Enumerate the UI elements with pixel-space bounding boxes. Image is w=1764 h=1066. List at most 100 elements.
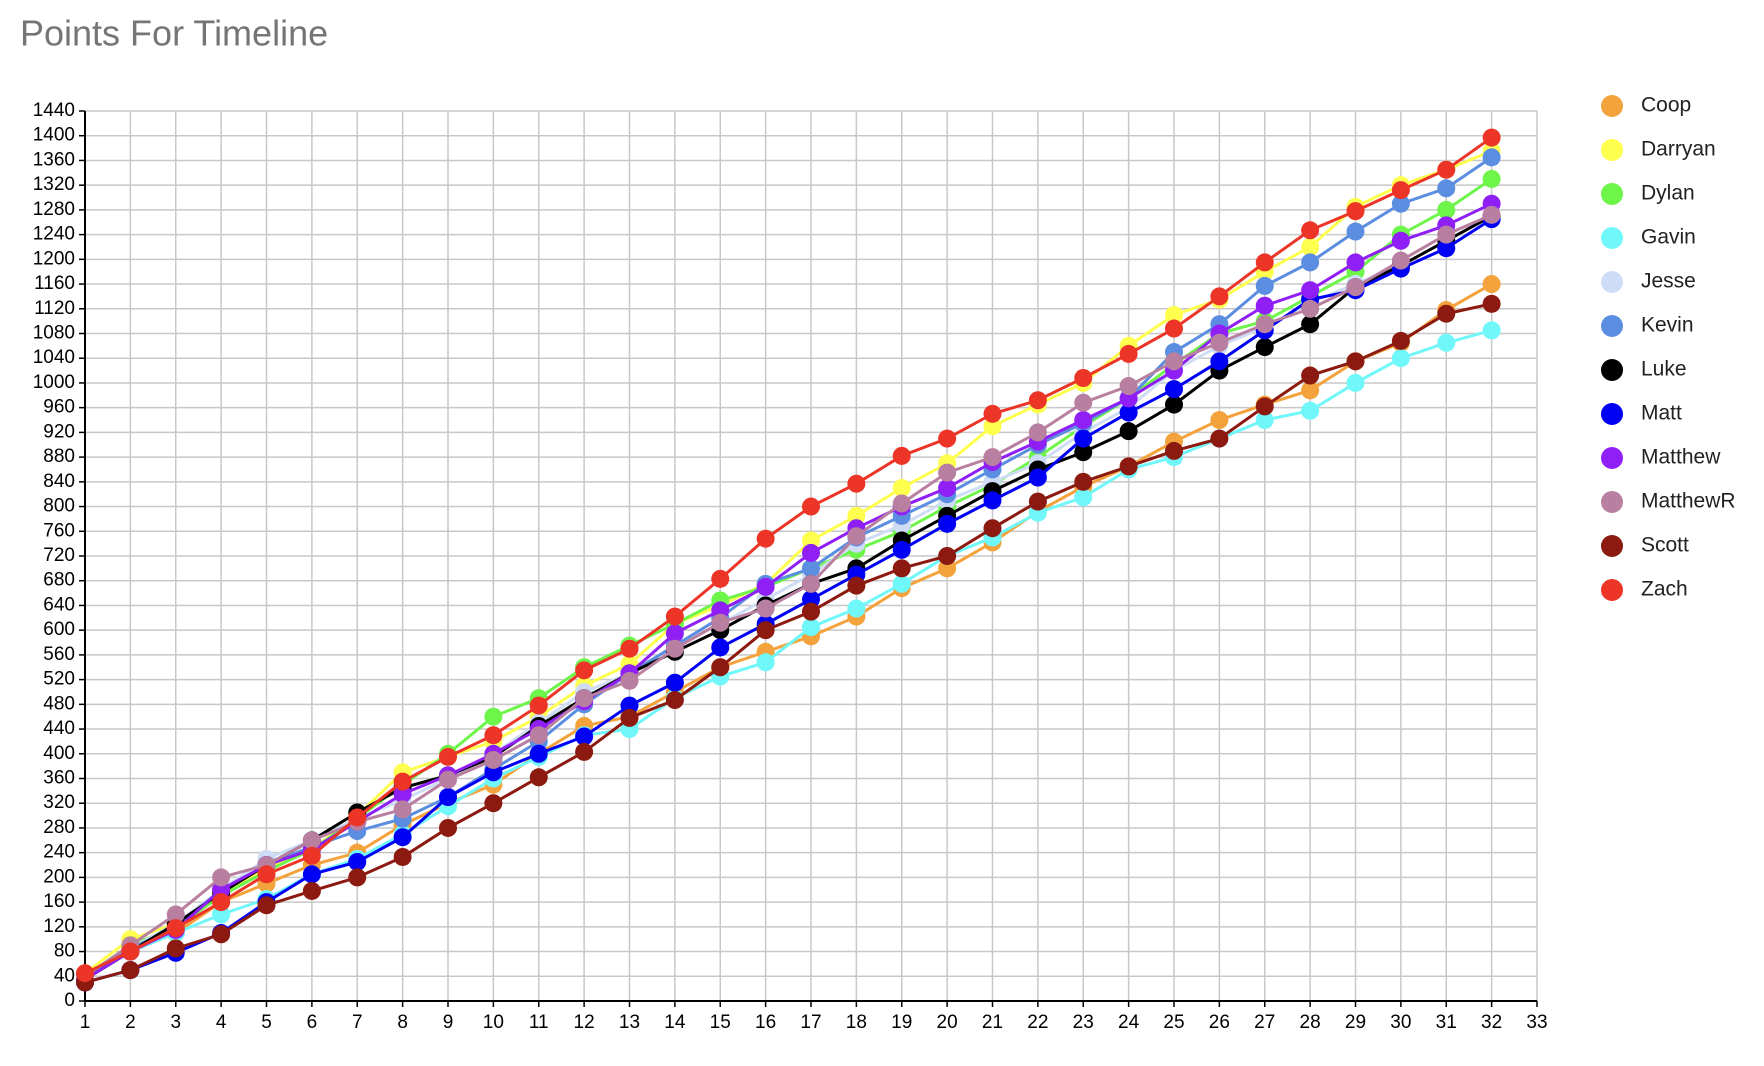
point <box>1346 352 1365 371</box>
point <box>802 574 820 593</box>
legend-marker <box>1601 95 1623 117</box>
legend-label: Darryan <box>1641 138 1716 161</box>
x-tick-label: 5 <box>261 1012 272 1033</box>
point <box>756 529 775 548</box>
point <box>1210 411 1229 430</box>
x-tick-label: 19 <box>891 1012 912 1033</box>
x-tick-label: 30 <box>1390 1012 1411 1033</box>
point <box>1301 315 1320 334</box>
point <box>1255 276 1274 295</box>
point <box>1301 401 1320 420</box>
series-line <box>84 136 1493 975</box>
point <box>665 607 684 626</box>
point <box>802 602 820 621</box>
point <box>121 961 140 980</box>
point <box>575 689 594 708</box>
point <box>1391 181 1410 200</box>
series <box>76 205 1501 986</box>
point <box>393 800 412 819</box>
point <box>1391 331 1410 350</box>
point <box>1210 429 1229 448</box>
point <box>1210 352 1229 371</box>
point <box>439 770 457 789</box>
point <box>983 448 1002 467</box>
point <box>484 794 503 813</box>
legend-label: Kevin <box>1641 314 1694 337</box>
y-tick-label: 560 <box>43 644 75 665</box>
point <box>575 742 594 761</box>
point <box>892 540 911 559</box>
legend-marker <box>1601 359 1623 381</box>
point <box>1074 488 1093 507</box>
y-tick-label: 1400 <box>33 125 75 146</box>
point <box>1301 221 1320 240</box>
point <box>1074 411 1093 430</box>
point <box>983 404 1002 423</box>
y-tick-label: 160 <box>43 891 75 912</box>
series-line <box>84 282 1493 981</box>
point <box>1255 296 1274 315</box>
point <box>892 574 911 593</box>
point <box>1165 319 1183 338</box>
y-tick-label: 760 <box>43 520 75 541</box>
x-tick-label: 21 <box>982 1012 1003 1033</box>
point <box>212 925 231 944</box>
point <box>302 865 321 884</box>
point <box>257 896 276 915</box>
y-tick-label: 1120 <box>34 298 75 319</box>
point <box>1437 304 1456 323</box>
point <box>1301 299 1320 318</box>
y-tick-label: 1040 <box>33 347 75 368</box>
y-tick-label: 280 <box>43 817 75 838</box>
y-tick-label: 840 <box>43 471 75 492</box>
point <box>302 846 321 865</box>
y-tick-label: 80 <box>54 941 75 962</box>
y-tick-label: 40 <box>54 965 75 986</box>
point <box>1074 393 1093 412</box>
point <box>257 865 276 884</box>
point <box>1119 403 1138 422</box>
point <box>711 569 730 588</box>
point <box>938 514 957 533</box>
point <box>1301 366 1320 385</box>
legend-label: Jesse <box>1641 270 1696 293</box>
legend-label: Scott <box>1641 534 1689 557</box>
legend-label: Coop <box>1641 94 1691 117</box>
point <box>1346 278 1365 297</box>
point <box>575 661 594 680</box>
x-tick-label: 27 <box>1254 1012 1275 1033</box>
x-tick-label: 9 <box>443 1012 454 1033</box>
point <box>393 828 412 847</box>
y-tick-label: 1080 <box>33 323 75 344</box>
point <box>1346 253 1365 272</box>
point <box>938 547 957 565</box>
x-tick-label: 31 <box>1436 1012 1457 1033</box>
point <box>620 708 639 727</box>
x-tick-label: 32 <box>1481 1012 1502 1033</box>
point <box>1391 231 1410 250</box>
x-tick-label: 24 <box>1118 1012 1140 1033</box>
y-tick-label: 960 <box>43 397 75 418</box>
x-tick-label: 8 <box>397 1012 408 1033</box>
point <box>756 621 775 640</box>
x-tick-label: 29 <box>1345 1012 1366 1033</box>
point <box>1437 225 1456 244</box>
x-tick-label: 7 <box>352 1012 363 1033</box>
point <box>1028 492 1047 511</box>
x-tick-label: 3 <box>170 1012 181 1033</box>
point <box>1119 389 1138 408</box>
x-tick-label: 11 <box>529 1012 549 1033</box>
legend-label: Luke <box>1641 358 1687 381</box>
point <box>575 727 594 746</box>
point <box>1165 441 1183 460</box>
point <box>1210 333 1229 352</box>
y-tick-label: 800 <box>43 496 75 517</box>
point <box>1119 344 1138 363</box>
x-tick-label: 25 <box>1163 1012 1184 1033</box>
point <box>802 531 820 550</box>
point <box>1391 251 1410 270</box>
point <box>983 519 1002 538</box>
legend-label: MatthewR <box>1641 490 1736 513</box>
point <box>212 905 231 924</box>
x-tick-label: 15 <box>710 1012 731 1033</box>
